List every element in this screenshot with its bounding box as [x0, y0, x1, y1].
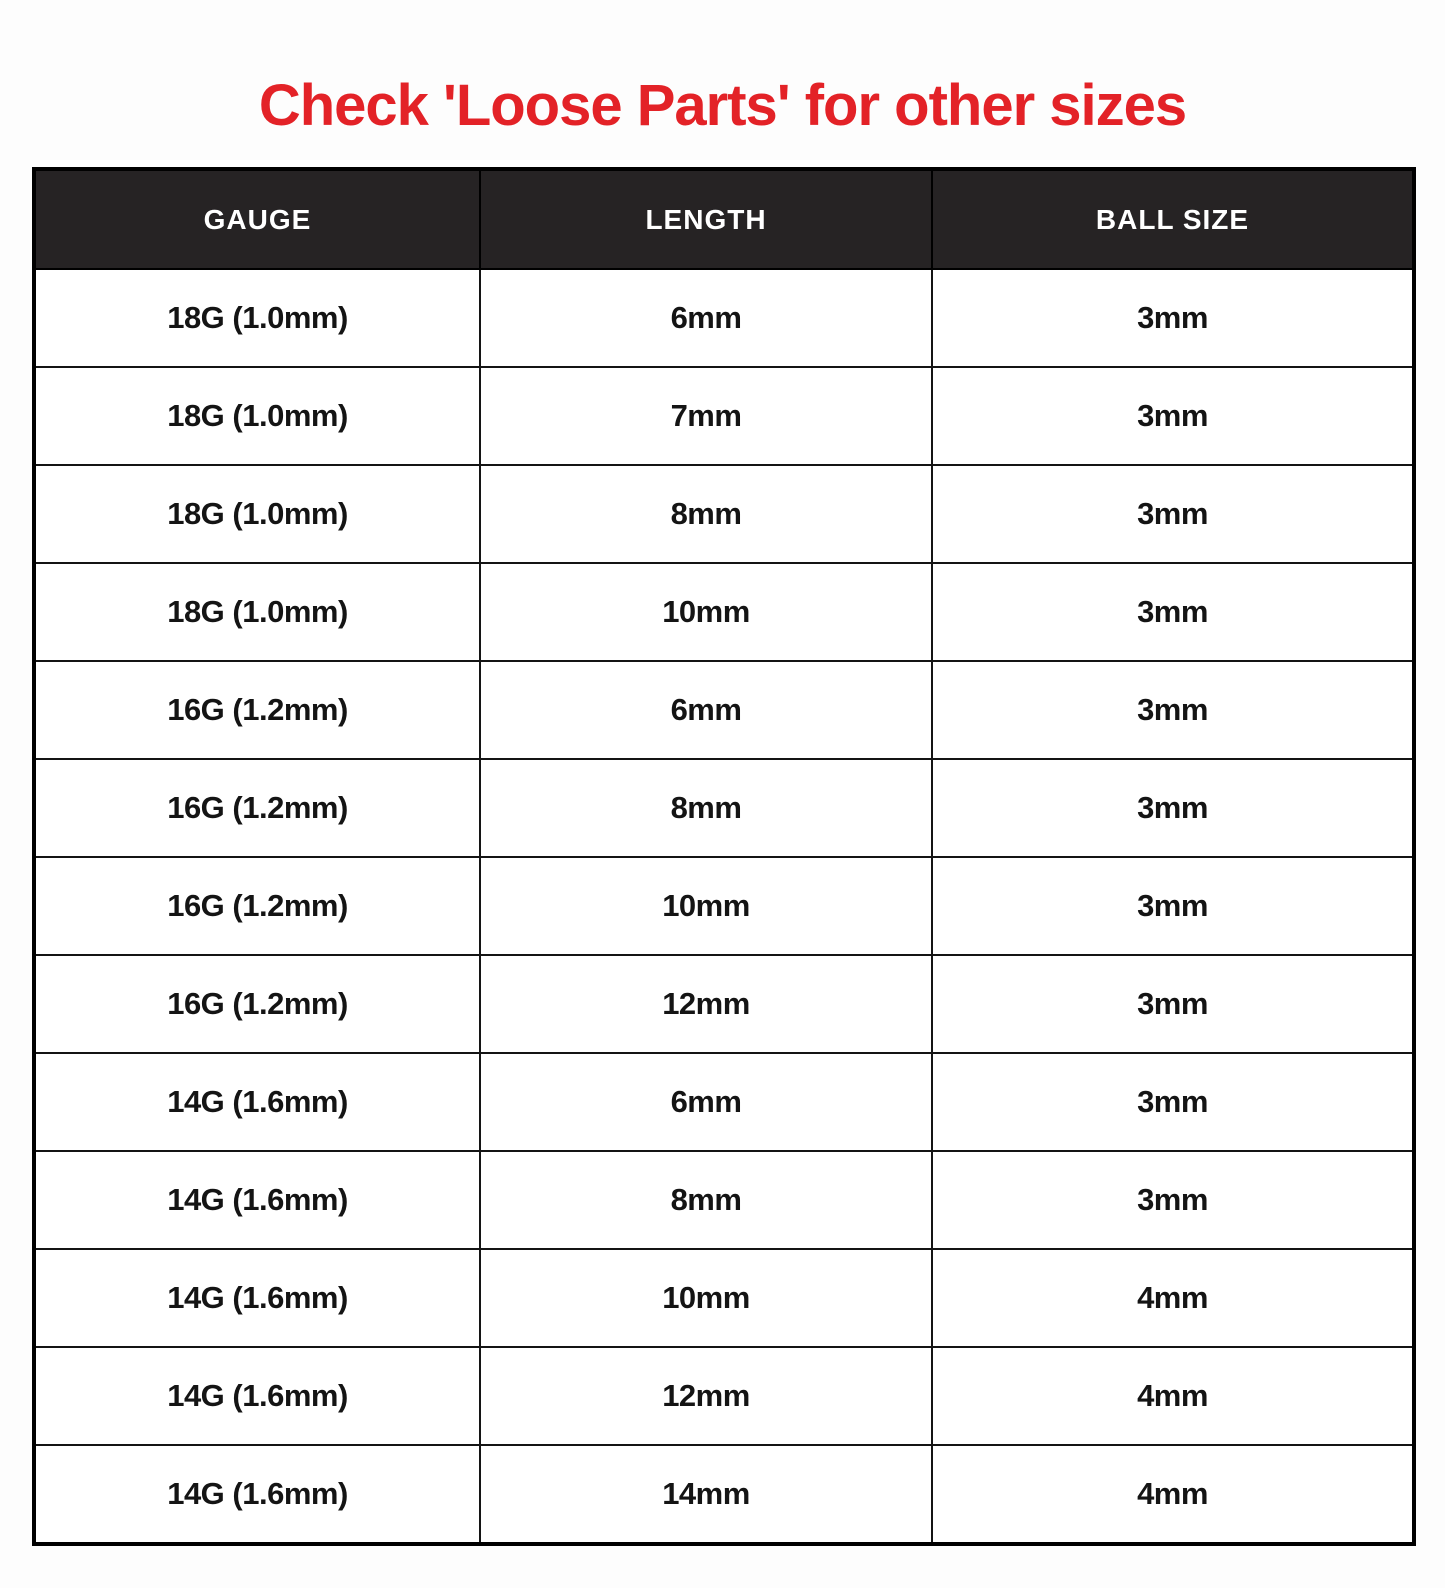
- table-row: 16G (1.2mm) 10mm 3mm: [33, 856, 1415, 956]
- cell-length: 12mm: [479, 954, 933, 1054]
- cell-ball-size: 3mm: [931, 660, 1415, 760]
- cell-gauge: 18G (1.0mm): [33, 464, 481, 564]
- cell-gauge: 14G (1.6mm): [33, 1150, 481, 1250]
- cell-gauge: 16G (1.2mm): [33, 856, 481, 956]
- cell-ball-size: 3mm: [931, 758, 1415, 858]
- column-header-gauge: GAUGE: [33, 168, 481, 270]
- table-body: 18G (1.0mm) 6mm 3mm 18G (1.0mm) 7mm 3mm …: [33, 268, 1415, 1545]
- cell-length: 8mm: [479, 464, 933, 564]
- cell-gauge: 14G (1.6mm): [33, 1346, 481, 1446]
- size-chart-table: GAUGE LENGTH BALL SIZE 18G (1.0mm) 6mm 3…: [32, 167, 1416, 1546]
- cell-ball-size: 3mm: [931, 464, 1415, 564]
- table-row: 18G (1.0mm) 8mm 3mm: [33, 464, 1415, 564]
- table-row: 14G (1.6mm) 12mm 4mm: [33, 1346, 1415, 1446]
- cell-ball-size: 3mm: [931, 1052, 1415, 1152]
- cell-gauge: 14G (1.6mm): [33, 1052, 481, 1152]
- table-row: 16G (1.2mm) 6mm 3mm: [33, 660, 1415, 760]
- cell-gauge: 18G (1.0mm): [33, 268, 481, 368]
- cell-length: 12mm: [479, 1346, 933, 1446]
- cell-gauge: 16G (1.2mm): [33, 758, 481, 858]
- table-row: 14G (1.6mm) 14mm 4mm: [33, 1444, 1415, 1545]
- cell-length: 6mm: [479, 660, 933, 760]
- cell-gauge: 16G (1.2mm): [33, 660, 481, 760]
- table-row: 16G (1.2mm) 12mm 3mm: [33, 954, 1415, 1054]
- cell-gauge: 14G (1.6mm): [33, 1444, 481, 1545]
- cell-ball-size: 4mm: [931, 1248, 1415, 1348]
- cell-length: 6mm: [479, 1052, 933, 1152]
- cell-length: 10mm: [479, 856, 933, 956]
- cell-ball-size: 4mm: [931, 1346, 1415, 1446]
- cell-length: 8mm: [479, 758, 933, 858]
- cell-length: 14mm: [479, 1444, 933, 1545]
- table-row: 18G (1.0mm) 10mm 3mm: [33, 562, 1415, 662]
- page-title: Check 'Loose Parts' for other sizes: [258, 73, 1187, 138]
- cell-ball-size: 3mm: [931, 562, 1415, 662]
- cell-gauge: 18G (1.0mm): [33, 366, 481, 466]
- header-row: GAUGE LENGTH BALL SIZE: [33, 168, 1415, 270]
- table-header: GAUGE LENGTH BALL SIZE: [33, 168, 1415, 270]
- cell-ball-size: 3mm: [931, 856, 1415, 956]
- column-header-ball-size: BALL SIZE: [931, 168, 1415, 270]
- cell-length: 6mm: [479, 268, 933, 368]
- cell-length: 10mm: [479, 562, 933, 662]
- cell-length: 10mm: [479, 1248, 933, 1348]
- table-row: 18G (1.0mm) 6mm 3mm: [33, 268, 1415, 368]
- column-header-length: LENGTH: [479, 168, 933, 270]
- cell-ball-size: 3mm: [931, 366, 1415, 466]
- cell-gauge: 18G (1.0mm): [33, 562, 481, 662]
- table-row: 14G (1.6mm) 10mm 4mm: [33, 1248, 1415, 1348]
- cell-ball-size: 3mm: [931, 1150, 1415, 1250]
- cell-ball-size: 3mm: [931, 268, 1415, 368]
- table-row: 14G (1.6mm) 8mm 3mm: [33, 1150, 1415, 1250]
- cell-ball-size: 4mm: [931, 1444, 1415, 1545]
- table-row: 14G (1.6mm) 6mm 3mm: [33, 1052, 1415, 1152]
- cell-ball-size: 3mm: [931, 954, 1415, 1054]
- cell-length: 8mm: [479, 1150, 933, 1250]
- cell-gauge: 16G (1.2mm): [33, 954, 481, 1054]
- table-row: 18G (1.0mm) 7mm 3mm: [33, 366, 1415, 466]
- table-row: 16G (1.2mm) 8mm 3mm: [33, 758, 1415, 858]
- cell-length: 7mm: [479, 366, 933, 466]
- cell-gauge: 14G (1.6mm): [33, 1248, 481, 1348]
